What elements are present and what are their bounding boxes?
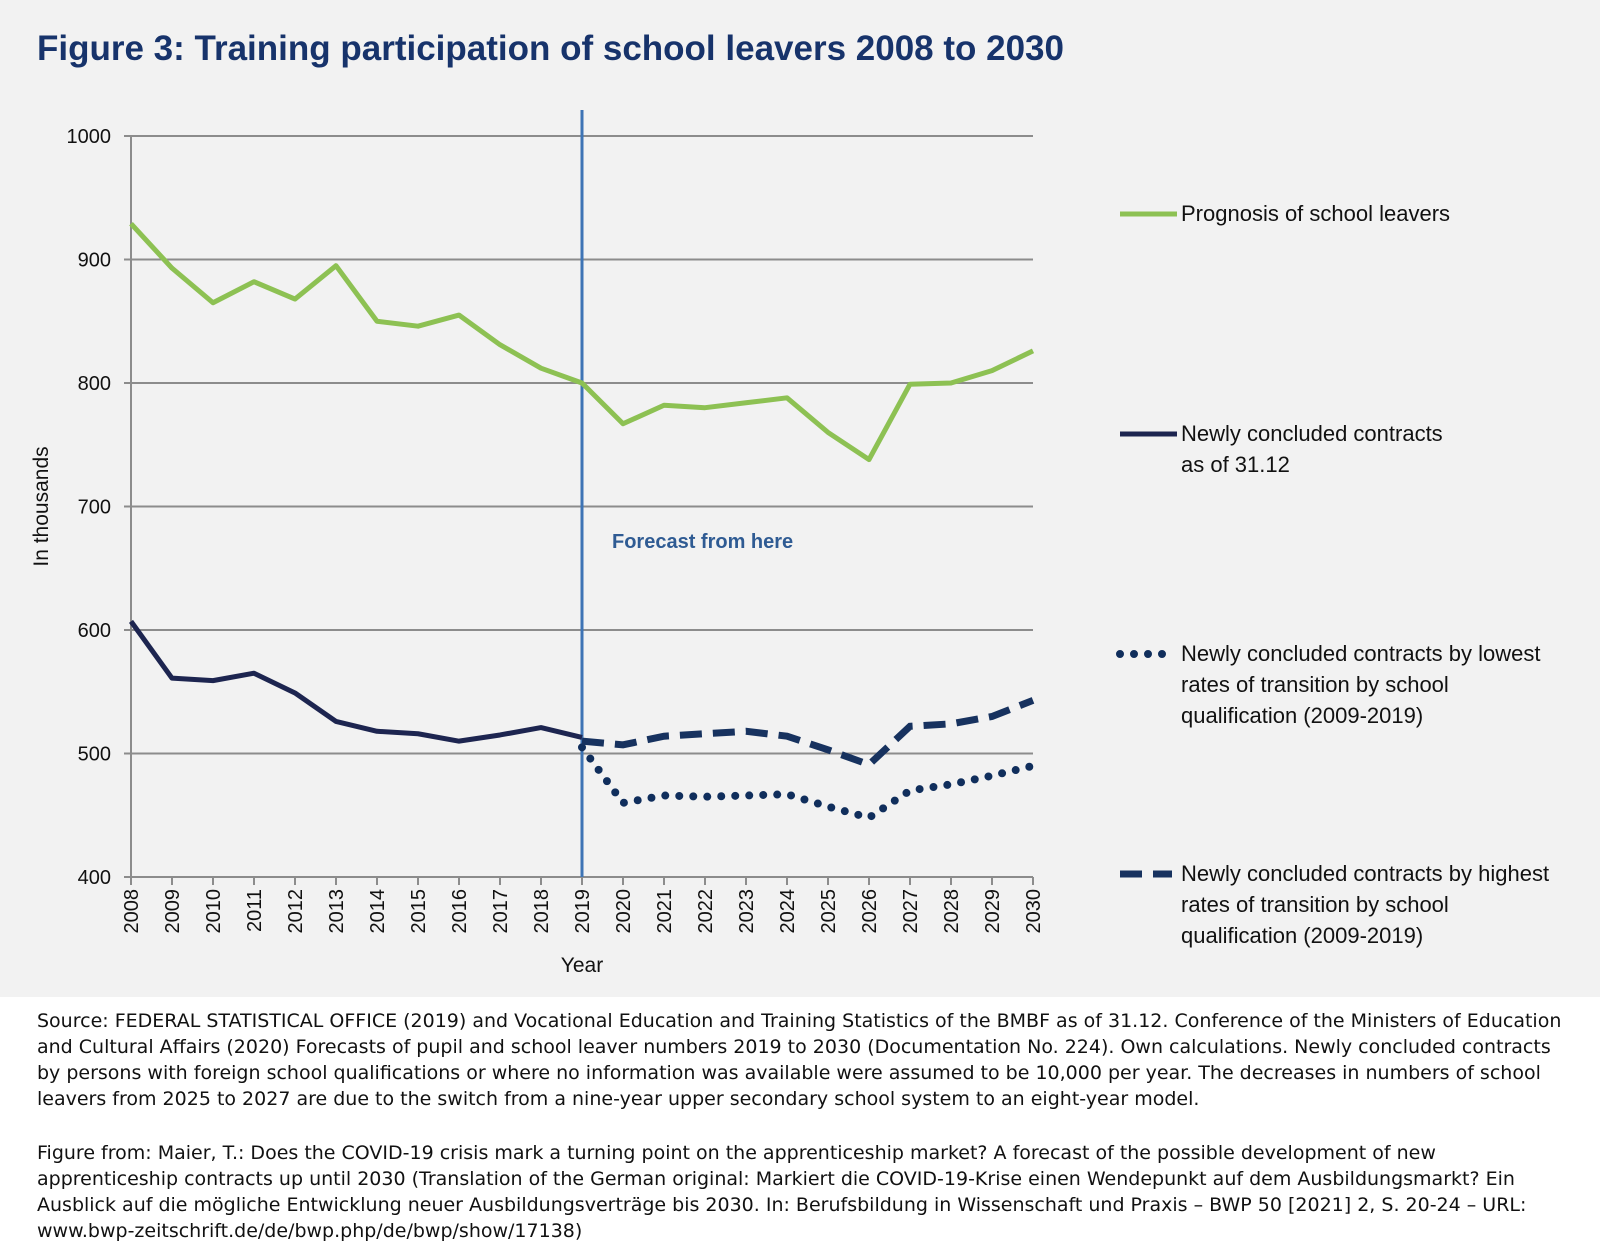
legend-entry: Newly concluded contracts as of 31.12 [1181, 421, 1443, 477]
x-tick-label: 2016 [449, 889, 471, 934]
x-tick-label: 2013 [326, 889, 348, 934]
x-tick-label: 2008 [121, 889, 143, 934]
x-tick-label: 2018 [531, 889, 553, 934]
x-tick-label: 2021 [654, 889, 676, 934]
x-tick-label: 2015 [408, 889, 430, 934]
x-axis-label: Year [561, 954, 603, 977]
y-tick-label: 700 [78, 497, 111, 519]
x-tick-label: 2020 [613, 889, 635, 934]
series-line [128, 619, 583, 744]
x-tick-label: 2025 [818, 889, 840, 934]
series-line [578, 743, 1037, 823]
series-line [581, 697, 1035, 769]
legend-entry: Prognosis of school leavers [1181, 201, 1451, 226]
y-tick-label: 800 [78, 373, 111, 395]
x-tick-label: 2012 [285, 889, 307, 934]
x-tick-label: 2009 [162, 889, 184, 934]
y-tick-label: 900 [78, 250, 111, 272]
y-tick-label: 400 [78, 867, 111, 889]
y-tick-label: 1000 [67, 126, 112, 148]
chart-background [0, 0, 1600, 997]
x-tick-label: 2026 [859, 889, 881, 934]
figure-reference: Figure from: Maier, T.: Does the COVID-1… [37, 1142, 1527, 1242]
x-tick-label: 2019 [572, 889, 594, 934]
annotation: Forecast from here [612, 531, 793, 553]
y-tick-label: 600 [78, 620, 111, 642]
x-tick-label: 2011 [244, 889, 266, 932]
x-tick-label: 2017 [490, 889, 512, 934]
x-tick-label: 2022 [695, 889, 717, 934]
x-tick-label: 2030 [1023, 889, 1045, 934]
y-tick-label: 500 [78, 744, 111, 766]
chart-title: Figure 3: Training participation of scho… [37, 29, 1064, 68]
x-tick-label: 2010 [203, 889, 225, 934]
x-tick-label: 2024 [777, 889, 799, 934]
y-axis-label: In thousands [30, 446, 53, 566]
x-tick-label: 2028 [941, 889, 963, 934]
series-line [129, 221, 1035, 463]
x-tick-label: 2027 [900, 889, 922, 934]
x-tick-label: 2014 [367, 889, 389, 934]
legend-entry: Newly concluded contracts by lowest rate… [1181, 641, 1541, 728]
source-note: Source: FEDERAL STATISTICAL OFFICE (2019… [37, 1010, 1562, 1110]
legend-entry: Newly concluded contracts by highest rat… [1181, 861, 1550, 948]
x-tick-label: 2029 [982, 889, 1004, 934]
chart: Figure 3: Training participation of scho… [0, 0, 1600, 997]
x-tick-label: 2023 [736, 889, 758, 934]
